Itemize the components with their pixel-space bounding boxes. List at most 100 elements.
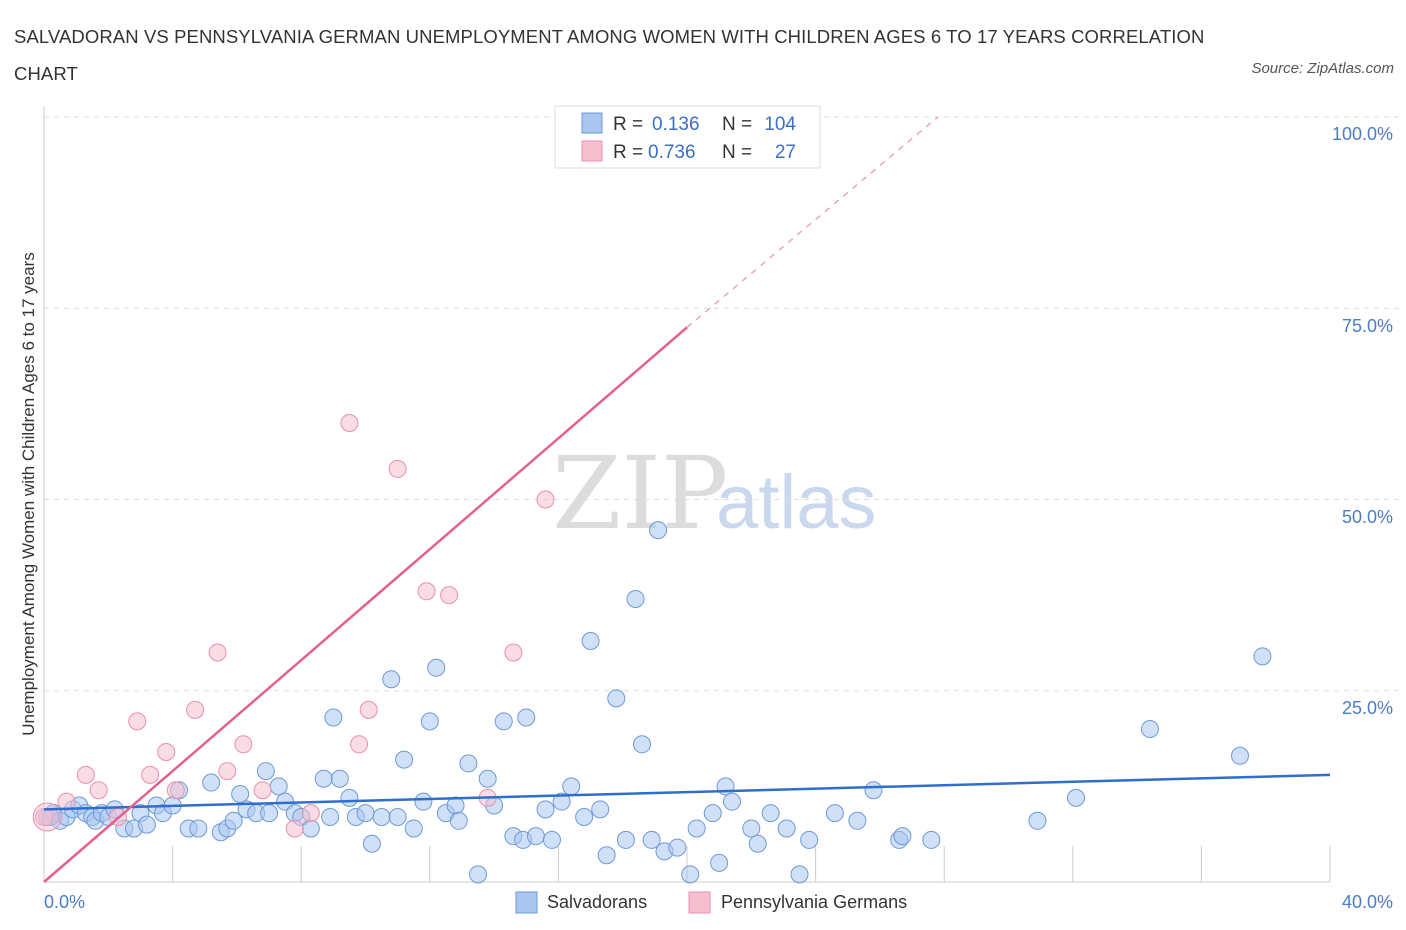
- pennsylvania-german-point-10: [208, 643, 227, 662]
- salvadoran-point-50: [420, 712, 439, 731]
- salvadoran-point-46: [388, 807, 407, 826]
- salvadoran-point-48: [404, 819, 423, 838]
- salvadoran-point-49: [414, 792, 433, 811]
- watermark-atlas: atlas: [716, 460, 877, 545]
- pennsylvania-german-point-24: [536, 490, 555, 509]
- salvadoran-point-26: [231, 785, 250, 804]
- pennsylvania-german-point-2: [76, 765, 95, 784]
- salvadoran-point-73: [616, 830, 635, 849]
- salvadoran-point-98: [1028, 811, 1047, 830]
- salvadoran-point-31: [269, 777, 288, 796]
- stats-legend-n-value-2: 27: [775, 142, 796, 163]
- salvadoran-point-68: [575, 807, 594, 826]
- stats-legend-n-label-1: N =: [722, 114, 752, 135]
- pennsylvania-german-point-14: [285, 819, 304, 838]
- stats-legend-swatch-pink: [581, 140, 603, 162]
- salvadoran-point-81: [687, 819, 706, 838]
- legend-label-pennsylvania-germans: Pennsylvania Germans: [721, 892, 907, 912]
- stats-legend-r-label-1: R =: [613, 114, 643, 135]
- salvadoran-point-79: [668, 838, 687, 857]
- salvadoran-point-57: [478, 769, 497, 788]
- salvadoran-point-22: [202, 773, 221, 792]
- salvadoran-point-70: [591, 800, 610, 819]
- pennsylvania-german-point-20: [417, 582, 436, 601]
- cluster-point: [32, 802, 62, 832]
- pennsylvania-german-point-3: [89, 781, 108, 800]
- series-legend: Salvadorans Pennsylvania Germans: [515, 891, 907, 914]
- salvadoran-point-35: [301, 819, 320, 838]
- x-tick-label-max: 40.0%: [1342, 892, 1393, 912]
- salvadoran-point-94: [864, 781, 883, 800]
- salvadoran-point-38: [324, 708, 343, 727]
- salvadoran-point-66: [552, 792, 571, 811]
- salvadoran-point-67: [562, 777, 581, 796]
- pennsylvania-german-point-6: [141, 765, 160, 784]
- salvadoran-point-91: [800, 830, 819, 849]
- pennsylvania-german-point-17: [350, 735, 369, 754]
- salvadoran-point-51: [427, 658, 446, 677]
- salvadoran-point-59: [494, 712, 513, 731]
- salvadoran-point-39: [330, 769, 349, 788]
- pennsylvania-german-point-8: [166, 781, 185, 800]
- y-axis-label: Unemployment Among Women with Children A…: [19, 252, 38, 736]
- pennsylvania-german-point-12: [234, 735, 253, 754]
- salvadoran-point-89: [777, 819, 796, 838]
- pennsylvania-german-point-15: [301, 804, 320, 823]
- salvadoran-point-87: [748, 834, 767, 853]
- gridlines: [44, 116, 1400, 692]
- salvadoran-point-65: [542, 830, 561, 849]
- salvadoran-point-25: [224, 811, 243, 830]
- pennsylvania-german-point-19: [388, 459, 407, 478]
- salvadoran-point-21: [189, 819, 208, 838]
- stats-legend-swatch-blue: [581, 112, 603, 134]
- salvadoran-point-101: [1230, 746, 1249, 765]
- pennsylvania-german-point-5: [128, 712, 147, 731]
- salvadoran-point-100: [1140, 720, 1159, 738]
- salvadoran-point-47: [395, 750, 414, 769]
- salvadoran-point-30: [260, 804, 279, 823]
- salvadoran-point-29: [256, 762, 275, 781]
- salvadoran-point-82: [703, 804, 722, 823]
- salvadoran-point-77: [649, 521, 668, 540]
- salvadoran-point-43: [362, 834, 381, 853]
- pennsylvania-german-point-16: [340, 414, 359, 432]
- x-tick-label-min: 0.0%: [44, 892, 85, 912]
- trend-lines: [43, 116, 1331, 883]
- salvadoran-point-92: [825, 804, 844, 823]
- salvadoran-point-55: [459, 754, 478, 773]
- salvadoran-point-97: [922, 830, 941, 849]
- y-tick-label-100: 100.0%: [1332, 124, 1393, 144]
- salvadoran-point-102: [1253, 647, 1272, 666]
- salvadorans-trend-line: [43, 773, 1331, 811]
- salvadoran-point-40: [340, 788, 359, 807]
- x-ticks: [172, 846, 1331, 882]
- salvadoran-point-54: [449, 811, 468, 830]
- salvadoran-point-62: [517, 708, 536, 727]
- pennsylvania-german-point-1: [57, 792, 76, 811]
- salvadoran-point-42: [356, 804, 375, 823]
- salvadoran-point-88: [761, 804, 780, 823]
- salvadoran-point-37: [321, 807, 340, 826]
- y-tick-label-50: 50.0%: [1342, 507, 1393, 527]
- chart-title: SALVADORAN VS PENNSYLVANIA GERMAN UNEMPL…: [14, 26, 1205, 84]
- salvadoran-point-69: [581, 632, 600, 651]
- salvadoran-point-75: [632, 735, 651, 754]
- stats-legend-r-value-2: 0.736: [648, 142, 696, 163]
- salvadoran-point-86: [742, 819, 761, 838]
- salvadoran-point-63: [526, 827, 545, 846]
- pennsylvania-germans-trend-line: [43, 326, 688, 883]
- salvadoran-point-56: [469, 865, 488, 884]
- watermark-zip: ZIP: [552, 435, 728, 552]
- salvadoran-point-80: [681, 865, 700, 884]
- pennsylvania-german-point-11: [218, 762, 237, 781]
- salvadoran-point-15: [137, 815, 156, 834]
- stats-legend-r-value-1: 0.136: [652, 114, 700, 135]
- pennsylvania-german-point-9: [186, 700, 205, 719]
- legend-swatch-pennsylvania-germans: [688, 891, 711, 914]
- source-label: Source: ZipAtlas.com: [1251, 60, 1394, 77]
- salvadoran-point-76: [642, 830, 661, 849]
- salvadoran-point-93: [848, 811, 867, 830]
- salvadoran-point-45: [382, 670, 401, 689]
- y-tick-label-25: 25.0%: [1342, 698, 1393, 718]
- salvadoran-point-44: [372, 807, 391, 826]
